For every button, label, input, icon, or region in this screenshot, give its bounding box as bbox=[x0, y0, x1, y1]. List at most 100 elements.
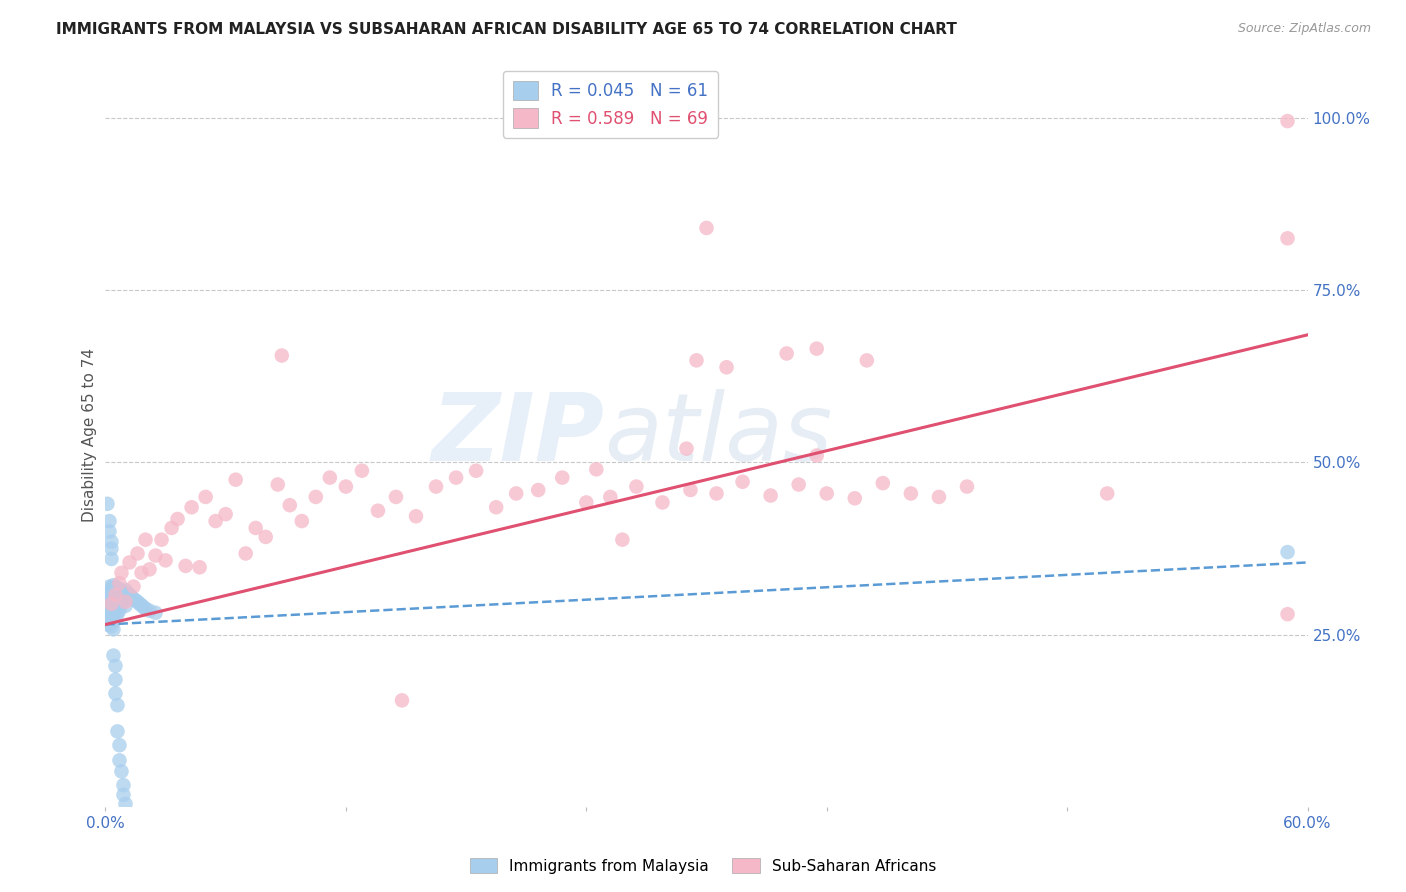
Text: IMMIGRANTS FROM MALAYSIA VS SUBSAHARAN AFRICAN DISABILITY AGE 65 TO 74 CORRELATI: IMMIGRANTS FROM MALAYSIA VS SUBSAHARAN A… bbox=[56, 22, 957, 37]
Y-axis label: Disability Age 65 to 74: Disability Age 65 to 74 bbox=[82, 348, 97, 522]
Point bbox=[131, 598, 153, 612]
Point bbox=[110, 764, 132, 779]
Point bbox=[844, 491, 866, 506]
Point bbox=[706, 486, 728, 500]
Point bbox=[651, 495, 673, 509]
Point bbox=[98, 580, 121, 594]
Point bbox=[100, 552, 122, 566]
Point bbox=[305, 490, 328, 504]
Point bbox=[160, 521, 183, 535]
Point bbox=[599, 490, 621, 504]
Point bbox=[759, 489, 782, 503]
Point bbox=[806, 449, 828, 463]
Point bbox=[103, 599, 125, 613]
Point bbox=[104, 588, 127, 602]
Point bbox=[465, 464, 488, 478]
Point bbox=[112, 585, 135, 599]
Point bbox=[104, 686, 127, 700]
Point bbox=[900, 486, 922, 500]
Point bbox=[98, 524, 121, 539]
Point bbox=[96, 497, 118, 511]
Point bbox=[485, 500, 508, 515]
Point bbox=[776, 346, 799, 360]
Legend: Immigrants from Malaysia, Sub-Saharan Africans: Immigrants from Malaysia, Sub-Saharan Af… bbox=[464, 852, 942, 880]
Point bbox=[112, 778, 135, 792]
Point bbox=[104, 601, 127, 615]
Point bbox=[96, 617, 118, 632]
Point bbox=[612, 533, 634, 547]
Point bbox=[104, 580, 127, 594]
Point bbox=[204, 514, 226, 528]
Point bbox=[174, 558, 197, 573]
Point bbox=[225, 473, 247, 487]
Point bbox=[114, 599, 136, 613]
Legend: R = 0.045   N = 61, R = 0.589   N = 69: R = 0.045 N = 61, R = 0.589 N = 69 bbox=[503, 70, 718, 137]
Point bbox=[235, 546, 257, 560]
Point bbox=[110, 598, 132, 612]
Point bbox=[131, 566, 153, 580]
Point bbox=[108, 595, 131, 609]
Text: ZIP: ZIP bbox=[432, 389, 605, 481]
Point bbox=[100, 534, 122, 549]
Point bbox=[100, 606, 122, 620]
Point bbox=[127, 595, 149, 609]
Point bbox=[110, 583, 132, 598]
Point bbox=[1277, 607, 1299, 622]
Point bbox=[291, 514, 314, 528]
Point bbox=[180, 500, 202, 515]
Point bbox=[107, 592, 129, 607]
Point bbox=[335, 479, 357, 493]
Point bbox=[108, 582, 131, 597]
Point bbox=[138, 604, 160, 618]
Point bbox=[679, 483, 702, 497]
Point bbox=[405, 509, 427, 524]
Point bbox=[107, 599, 129, 613]
Point bbox=[98, 585, 121, 599]
Point bbox=[104, 584, 127, 599]
Point bbox=[114, 590, 136, 604]
Point bbox=[117, 586, 139, 600]
Point bbox=[319, 470, 342, 484]
Text: Source: ZipAtlas.com: Source: ZipAtlas.com bbox=[1237, 22, 1371, 36]
Point bbox=[815, 486, 838, 500]
Point bbox=[103, 578, 125, 592]
Point bbox=[122, 592, 145, 607]
Point bbox=[278, 498, 301, 512]
Point bbox=[104, 659, 127, 673]
Point bbox=[1097, 486, 1119, 500]
Point bbox=[100, 586, 122, 600]
Point bbox=[135, 601, 157, 615]
Point bbox=[1277, 114, 1299, 128]
Point bbox=[100, 595, 122, 609]
Point bbox=[188, 560, 211, 574]
Point bbox=[96, 586, 118, 600]
Point bbox=[872, 476, 894, 491]
Point bbox=[505, 486, 527, 500]
Point bbox=[806, 342, 828, 356]
Point bbox=[107, 581, 129, 595]
Point bbox=[1277, 231, 1299, 245]
Point bbox=[155, 553, 177, 567]
Point bbox=[104, 595, 127, 609]
Point bbox=[626, 479, 648, 493]
Point bbox=[145, 606, 167, 620]
Point bbox=[108, 603, 131, 617]
Point bbox=[214, 507, 236, 521]
Point bbox=[127, 546, 149, 560]
Point bbox=[103, 582, 125, 597]
Point bbox=[145, 549, 167, 563]
Point bbox=[128, 597, 150, 611]
Point bbox=[114, 582, 136, 597]
Point bbox=[928, 490, 950, 504]
Point bbox=[107, 698, 129, 713]
Point bbox=[100, 613, 122, 627]
Point bbox=[350, 464, 373, 478]
Point bbox=[98, 514, 121, 528]
Point bbox=[107, 607, 129, 622]
Point bbox=[103, 593, 125, 607]
Point bbox=[112, 788, 135, 802]
Point bbox=[104, 608, 127, 623]
Point bbox=[132, 600, 155, 615]
Point bbox=[96, 604, 118, 618]
Point bbox=[787, 477, 810, 491]
